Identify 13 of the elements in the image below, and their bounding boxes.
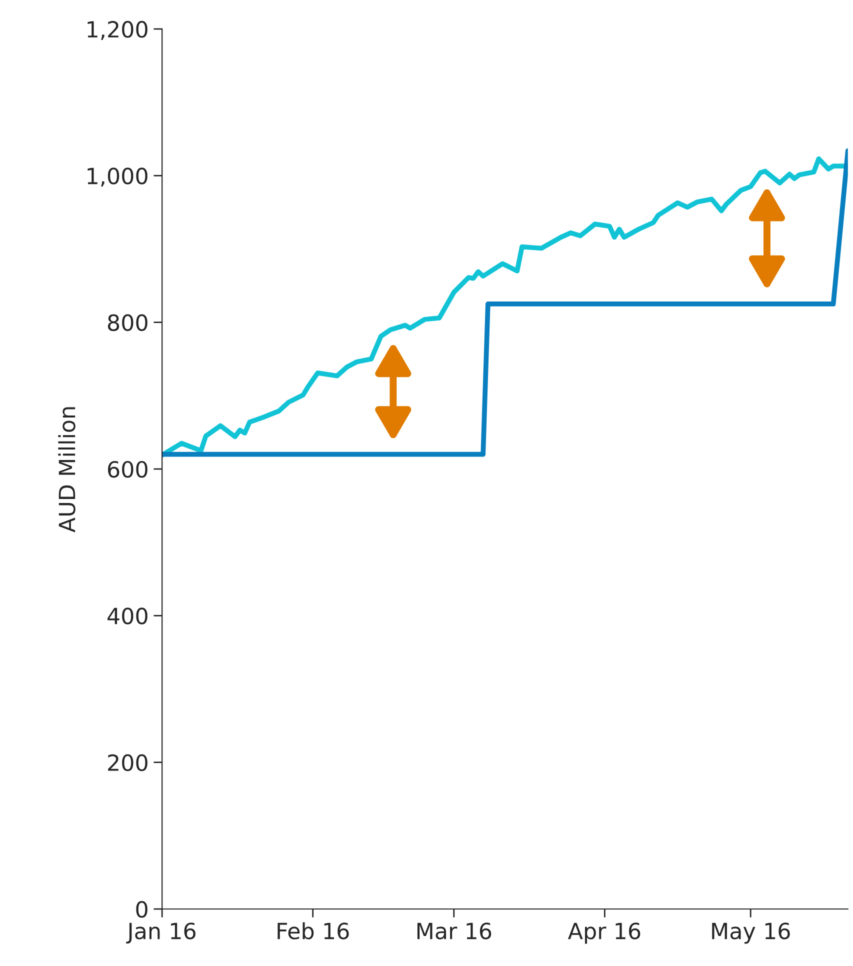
y-tick-label: 800 (108, 314, 148, 332)
y-axis-title: AUD Million (58, 407, 76, 532)
y-tick-label: 200 (108, 754, 148, 772)
x-tick-label: May 16 (712, 922, 790, 944)
x-tick-label: Jan 16 (126, 922, 196, 944)
x-tick-label: Mar 16 (417, 922, 492, 940)
y-tick-label: 0 (136, 900, 148, 918)
x-tick-label: Apr 16 (568, 922, 640, 944)
x-tick-label: Feb 16 (278, 922, 349, 940)
y-tick-label: 1,000 (88, 168, 148, 187)
y-tick-label: 1,200 (88, 20, 148, 40)
y-tick-label: 400 (108, 608, 148, 624)
y-tick-label: 600 (108, 460, 148, 478)
